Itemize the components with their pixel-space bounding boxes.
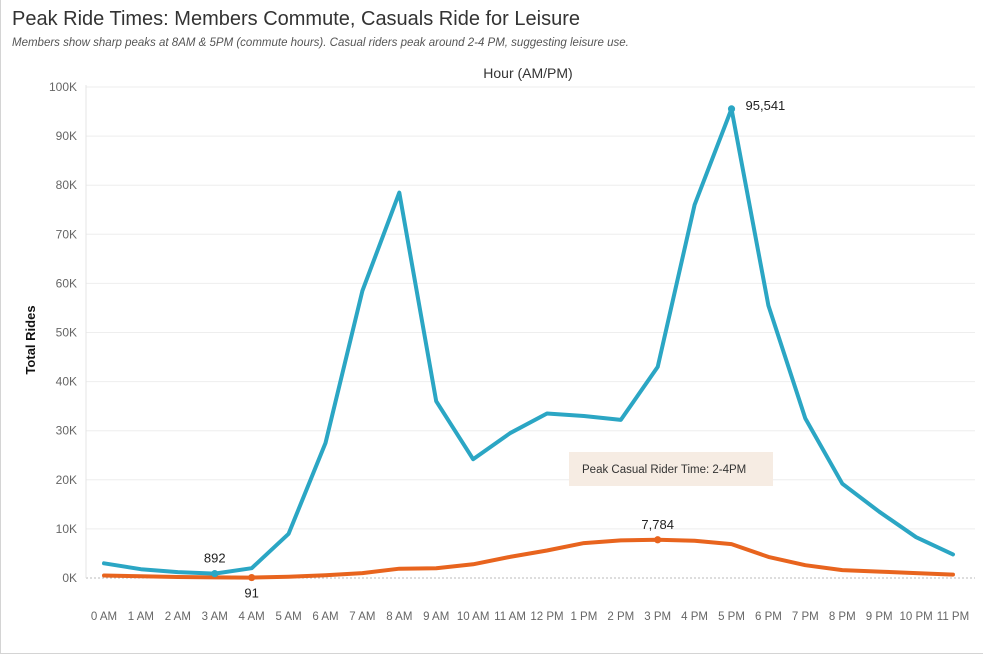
y-tick-label: 70K	[56, 227, 77, 241]
y-tick-label: 40K	[56, 375, 77, 389]
x-tick-label: 11 PM	[937, 611, 969, 623]
y-tick-label: 10K	[56, 522, 77, 536]
y-tick-label: 60K	[56, 276, 77, 290]
casual-series-line	[102, 537, 955, 580]
x-tick-label: 3 AM	[202, 611, 228, 623]
y-tick-label: 30K	[56, 424, 77, 438]
annotation-box	[569, 452, 773, 486]
x-tick-label: 1 PM	[570, 611, 597, 623]
data-points	[211, 105, 736, 582]
x-tick-label: 6 AM	[312, 611, 338, 623]
data-label: 91	[244, 586, 258, 601]
y-tick-label: 20K	[56, 473, 77, 487]
x-tick-label: 11 AM	[494, 611, 526, 623]
member-data-point	[211, 570, 219, 578]
x-tick-label: 7 PM	[792, 611, 819, 623]
x-tick-label: 6 PM	[755, 611, 782, 623]
annotation: Peak Casual Rider Time: 2-4PM	[569, 452, 773, 486]
x-tick-label: 4 AM	[239, 611, 265, 623]
x-tick-label: 9 PM	[866, 611, 893, 623]
y-tick-label: 50K	[56, 326, 77, 340]
x-tick-label: 8 PM	[829, 611, 856, 623]
member-series-line	[102, 106, 955, 576]
x-axis-title: Hour (AM/PM)	[483, 65, 572, 81]
x-tick-label: 4 PM	[681, 611, 708, 623]
data-label: 95,541	[746, 98, 786, 113]
x-tick-label: 10 AM	[457, 611, 490, 623]
y-tick-label: 80K	[56, 178, 77, 192]
x-tick-label: 3 PM	[644, 611, 671, 623]
x-tick-label: 8 AM	[386, 611, 412, 623]
data-label: 7,784	[641, 517, 674, 532]
x-tick-label: 9 AM	[423, 611, 449, 623]
x-tick-label: 1 AM	[128, 611, 154, 623]
x-axis-ticks: 0 AM 1 AM 2 AM 3 AM 4 AM 5 AM 6 AM 7 AM 8 AM 9 AM…	[91, 611, 969, 623]
data-label: 892	[204, 551, 226, 566]
chart-subtitle: Members show sharp peaks at 8AM & 5PM (c…	[12, 37, 629, 49]
x-tick-label: 10 PM	[899, 611, 932, 623]
annotation-text: Peak Casual Rider Time: 2-4PM	[582, 464, 746, 476]
y-tick-label: 0K	[62, 571, 77, 585]
x-tick-label: 2 AM	[165, 611, 191, 623]
x-tick-label: 5 AM	[275, 611, 301, 623]
y-tick-label: 90K	[56, 129, 77, 143]
series-lines	[102, 106, 955, 580]
y-axis-ticks: 0K 10K 20K 30K 40K 50K 60K 70K 80K 90K 100K	[49, 80, 77, 585]
gridlines	[85, 85, 975, 579]
x-tick-label: 5 PM	[718, 611, 745, 623]
x-tick-label: 0 AM	[91, 611, 117, 623]
casual-data-point	[248, 573, 256, 582]
y-axis-title: Total Rides	[23, 305, 38, 374]
chart-title: Peak Ride Times: Members Commute, Casual…	[12, 8, 580, 30]
x-tick-label: 12 PM	[530, 611, 563, 623]
x-tick-label: 2 PM	[607, 611, 634, 623]
y-tick-label: 100K	[49, 80, 77, 94]
x-tick-label: 7 AM	[349, 611, 375, 623]
casual-data-point	[654, 536, 662, 544]
data-labels: 892 95,541 91 7,784	[204, 98, 785, 601]
member-data-point	[727, 105, 736, 113]
